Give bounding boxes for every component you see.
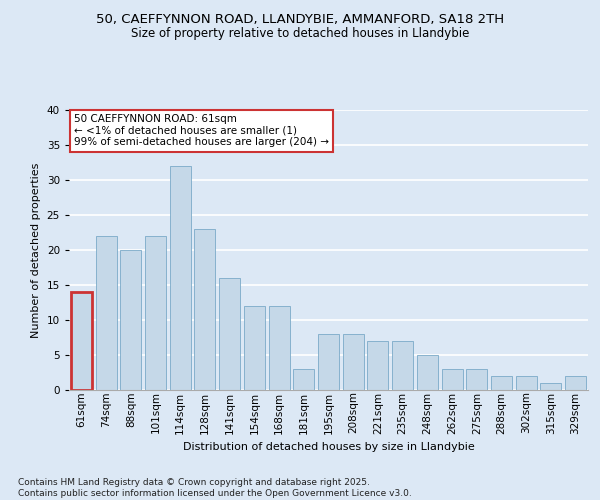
Bar bbox=[120, 250, 141, 390]
Bar bbox=[343, 334, 364, 390]
Bar bbox=[541, 383, 562, 390]
Text: Contains HM Land Registry data © Crown copyright and database right 2025.
Contai: Contains HM Land Registry data © Crown c… bbox=[18, 478, 412, 498]
Bar bbox=[95, 236, 116, 390]
Bar bbox=[269, 306, 290, 390]
Bar bbox=[244, 306, 265, 390]
Y-axis label: Number of detached properties: Number of detached properties bbox=[31, 162, 41, 338]
Bar bbox=[491, 376, 512, 390]
Bar bbox=[194, 229, 215, 390]
Bar bbox=[170, 166, 191, 390]
Text: 50 CAEFFYNNON ROAD: 61sqm
← <1% of detached houses are smaller (1)
99% of semi-d: 50 CAEFFYNNON ROAD: 61sqm ← <1% of detac… bbox=[74, 114, 329, 148]
X-axis label: Distribution of detached houses by size in Llandybie: Distribution of detached houses by size … bbox=[182, 442, 475, 452]
Bar bbox=[318, 334, 339, 390]
Bar bbox=[442, 369, 463, 390]
Bar bbox=[145, 236, 166, 390]
Bar bbox=[516, 376, 537, 390]
Bar bbox=[219, 278, 240, 390]
Text: Size of property relative to detached houses in Llandybie: Size of property relative to detached ho… bbox=[131, 28, 469, 40]
Bar bbox=[565, 376, 586, 390]
Text: 50, CAEFFYNNON ROAD, LLANDYBIE, AMMANFORD, SA18 2TH: 50, CAEFFYNNON ROAD, LLANDYBIE, AMMANFOR… bbox=[96, 12, 504, 26]
Bar bbox=[466, 369, 487, 390]
Bar bbox=[71, 292, 92, 390]
Bar bbox=[367, 341, 388, 390]
Bar bbox=[293, 369, 314, 390]
Bar bbox=[417, 355, 438, 390]
Bar bbox=[392, 341, 413, 390]
